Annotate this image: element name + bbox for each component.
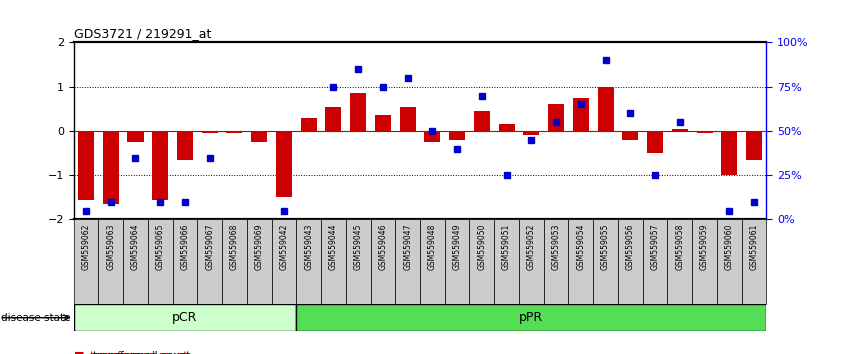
Bar (741, 219, 766, 304)
Text: GSM559068: GSM559068 (230, 224, 239, 270)
Text: GSM559059: GSM559059 (700, 224, 709, 270)
Text: GSM559067: GSM559067 (205, 224, 214, 270)
Text: ■  transformed count: ■ transformed count (74, 351, 187, 354)
Text: GSM559042: GSM559042 (280, 224, 288, 270)
Text: pPR: pPR (520, 311, 544, 324)
Bar (474, 111, 490, 131)
Text: GSM559061: GSM559061 (750, 224, 759, 270)
Bar (623, 131, 638, 140)
Bar (449, 131, 465, 140)
Text: pCR: pCR (172, 311, 197, 324)
Bar (78, 131, 94, 200)
Text: GSM559048: GSM559048 (428, 224, 436, 270)
Bar (152, 131, 168, 200)
Bar (226, 131, 242, 133)
Bar (321, 219, 346, 304)
Text: disease state: disease state (1, 313, 70, 323)
Bar (424, 131, 441, 142)
Text: GSM559051: GSM559051 (502, 224, 511, 270)
Text: GSM559069: GSM559069 (255, 224, 263, 270)
Bar (494, 219, 519, 304)
Text: GSM559055: GSM559055 (601, 224, 610, 270)
Bar (301, 118, 317, 131)
Bar (123, 219, 148, 304)
Bar (371, 219, 395, 304)
Text: GSM559050: GSM559050 (477, 224, 487, 270)
Bar (420, 219, 445, 304)
Bar (103, 131, 119, 204)
Bar (746, 131, 762, 160)
Text: GSM559063: GSM559063 (107, 224, 115, 270)
Text: GSM559062: GSM559062 (81, 224, 90, 270)
Bar (326, 107, 341, 131)
Bar (177, 131, 193, 160)
Bar (499, 124, 514, 131)
Bar (272, 219, 296, 304)
Text: GSM559054: GSM559054 (577, 224, 585, 270)
Bar (544, 219, 568, 304)
Bar (469, 219, 494, 304)
Bar (399, 107, 416, 131)
Text: GSM559045: GSM559045 (353, 224, 363, 270)
Bar (598, 87, 614, 131)
Bar (643, 219, 668, 304)
Text: GSM559056: GSM559056 (626, 224, 635, 270)
Bar (618, 219, 643, 304)
Bar (395, 219, 420, 304)
Bar (668, 219, 692, 304)
Text: GSM559066: GSM559066 (180, 224, 190, 270)
Bar (523, 131, 540, 136)
Text: GSM559047: GSM559047 (404, 224, 412, 270)
Bar (445, 219, 469, 304)
Text: GSM559053: GSM559053 (552, 224, 560, 270)
Text: GSM559065: GSM559065 (156, 224, 165, 270)
Bar (572, 98, 589, 131)
Bar (148, 219, 172, 304)
Text: GSM559064: GSM559064 (131, 224, 140, 270)
Bar (172, 219, 197, 304)
Bar (346, 219, 371, 304)
Bar (721, 131, 737, 175)
Text: GSM559046: GSM559046 (378, 224, 387, 270)
Bar (672, 129, 688, 131)
Bar (202, 131, 217, 133)
Bar (717, 219, 741, 304)
Bar (593, 219, 618, 304)
Bar (247, 219, 272, 304)
Text: GSM559057: GSM559057 (650, 224, 660, 270)
Text: GSM559052: GSM559052 (527, 224, 536, 270)
Bar (296, 219, 321, 304)
Bar (568, 219, 593, 304)
Text: transformed count: transformed count (93, 351, 190, 354)
Text: GDS3721 / 219291_at: GDS3721 / 219291_at (74, 27, 211, 40)
Bar (647, 131, 663, 153)
Bar (692, 219, 717, 304)
Text: ■: ■ (74, 351, 84, 354)
Bar (375, 115, 391, 131)
Bar (222, 219, 247, 304)
Bar (548, 104, 564, 131)
Bar (99, 219, 123, 304)
Bar (74, 304, 296, 331)
Text: GSM559060: GSM559060 (725, 224, 734, 270)
Bar (251, 131, 268, 142)
Bar (127, 131, 144, 142)
Bar (197, 219, 222, 304)
Bar (74, 219, 99, 304)
Text: GSM559044: GSM559044 (329, 224, 338, 270)
Bar (350, 93, 366, 131)
Text: GSM559049: GSM559049 (453, 224, 462, 270)
Text: GSM559043: GSM559043 (304, 224, 313, 270)
Bar (276, 131, 292, 198)
Text: GSM559058: GSM559058 (675, 224, 684, 270)
Bar (296, 304, 766, 331)
Bar (696, 131, 713, 133)
Bar (519, 219, 544, 304)
